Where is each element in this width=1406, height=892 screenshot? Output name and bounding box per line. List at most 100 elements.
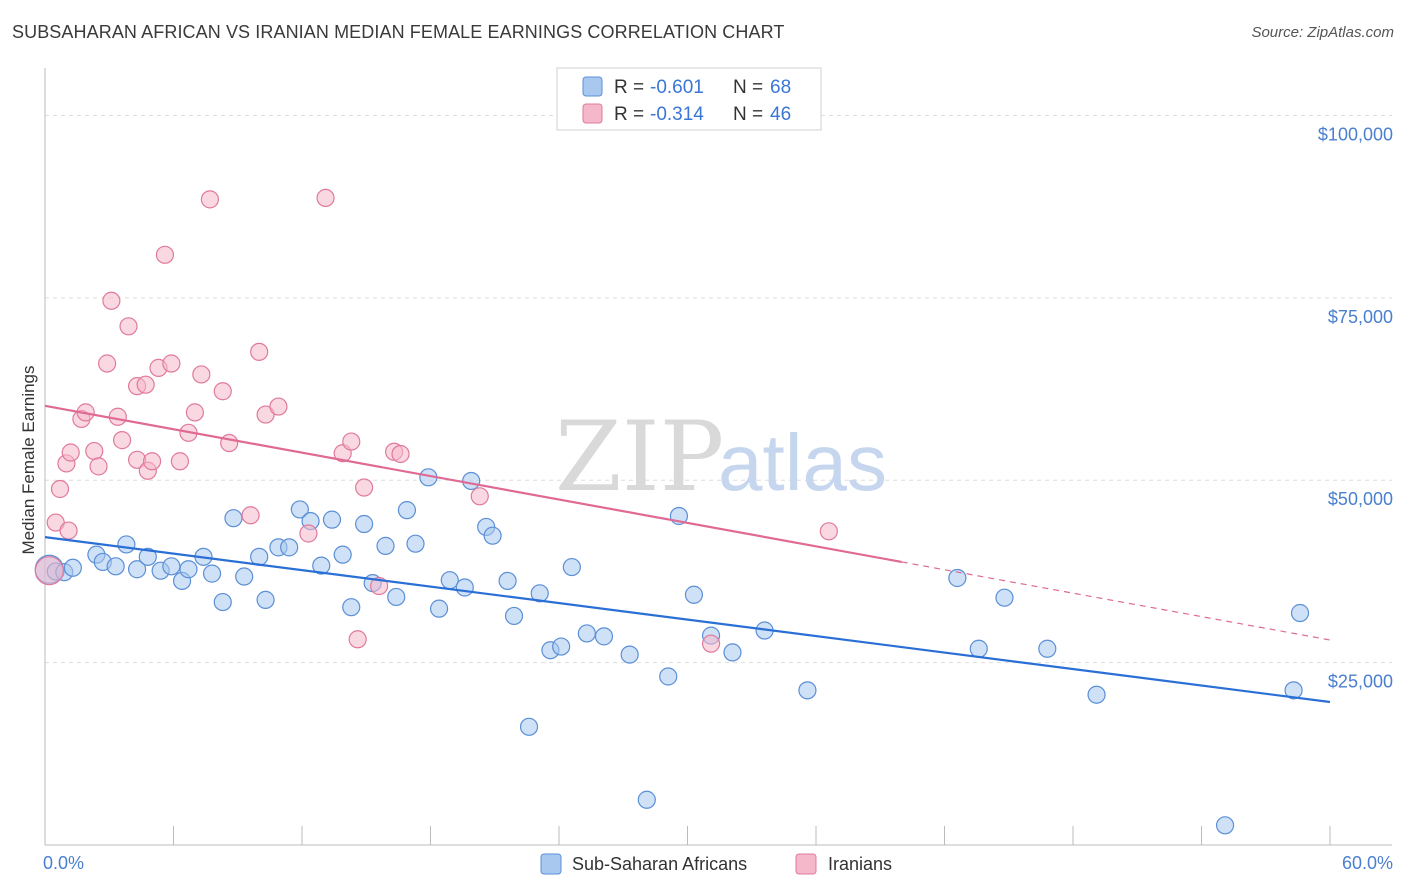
iranians-point-17 xyxy=(136,375,155,394)
sub-saharan-point-50 xyxy=(594,627,614,646)
sub-saharan-point-22 xyxy=(280,538,299,557)
sub-saharan-point-48 xyxy=(562,557,581,577)
iranians-point-39 xyxy=(355,478,374,497)
sub-saharan-point-31 xyxy=(376,536,395,555)
iranians-point-28 xyxy=(213,382,232,401)
iranians-point-9 xyxy=(89,457,108,476)
iranians-point-45 xyxy=(819,522,838,541)
sub-saharan-point-6 xyxy=(106,557,125,576)
iranians-point-10 xyxy=(98,354,117,373)
sub-saharan-point-9 xyxy=(138,547,157,566)
legend-r-label-1: R = xyxy=(614,77,644,98)
sub-saharan-point-15 xyxy=(202,564,222,583)
sub-saharan-point-51 xyxy=(620,645,639,664)
legend-n-value-2: 46 xyxy=(770,104,791,125)
sub-saharan-point-53 xyxy=(659,667,678,686)
watermark-zip: ZIP xyxy=(555,401,724,513)
bottom-legend-label-pink: Iranians xyxy=(828,854,892,874)
iranians-point-21 xyxy=(155,245,175,264)
iranians-point-25 xyxy=(185,403,205,422)
sub-saharan-point-52 xyxy=(637,790,656,809)
iranians-point-38 xyxy=(348,630,367,649)
sub-saharan-point-62 xyxy=(995,588,1014,607)
iranians-point-8 xyxy=(85,441,104,461)
iranians-point-27 xyxy=(200,190,220,209)
axes xyxy=(44,68,1392,846)
sub-saharan-point-11 xyxy=(162,557,181,576)
iranians-point-11 xyxy=(102,291,121,310)
legend-n-value-1: 68 xyxy=(770,77,791,98)
legend-swatch-blue xyxy=(582,76,603,97)
trend-line-iranians-extension xyxy=(901,561,1331,641)
sub-saharan-point-39 xyxy=(462,471,481,491)
sub-saharan-point-27 xyxy=(333,545,352,564)
iranians-point-19 xyxy=(142,452,162,471)
legend-swatch-pink xyxy=(582,103,603,124)
iranians-point-13 xyxy=(112,431,132,450)
sub-saharan-point-29 xyxy=(355,514,374,534)
sub-saharan-point-23 xyxy=(290,500,309,519)
sub-saharan-point-61 xyxy=(969,639,988,658)
iranians-point-1 xyxy=(46,513,65,532)
iranians-point-5 xyxy=(61,443,80,462)
sub-saharan-point-18 xyxy=(235,567,254,586)
y-tick-label-2: $75,000 xyxy=(1328,307,1393,327)
legend-r-value-1: -0.601 xyxy=(650,77,704,98)
iranians-point-23 xyxy=(170,452,190,471)
legend-n-label-1: N = xyxy=(733,77,763,98)
bottom-legend-swatch-blue xyxy=(540,853,562,875)
sub-saharan-point-57 xyxy=(723,643,742,662)
x-tick-label-1: 60.0% xyxy=(1342,853,1393,873)
sub-saharan-point-7 xyxy=(117,535,136,554)
iranians-point-0 xyxy=(34,556,64,586)
iranians-point-43 xyxy=(470,487,489,506)
legend-r-label-2: R = xyxy=(614,104,644,125)
chart-title: SUBSAHARAN AFRICAN VS IRANIAN MEDIAN FEM… xyxy=(12,22,785,42)
x-tick-label-0: 0.0% xyxy=(43,853,84,873)
iranians-point-35 xyxy=(316,188,335,208)
iranians-point-34 xyxy=(299,524,318,543)
series-sub-saharan-points xyxy=(34,468,1310,835)
sub-saharan-point-60 xyxy=(948,568,967,588)
iranians-point-22 xyxy=(162,354,181,373)
iranians-point-31 xyxy=(250,342,269,361)
sub-saharan-point-38 xyxy=(455,578,474,597)
sub-saharan-point-34 xyxy=(406,534,425,553)
bottom-legend-label-blue: Sub-Saharan Africans xyxy=(572,854,747,874)
sub-saharan-point-3 xyxy=(63,558,82,577)
sub-saharan-point-42 xyxy=(498,571,517,591)
sub-saharan-point-67 xyxy=(1290,603,1310,623)
y-tick-label-0: $25,000 xyxy=(1328,672,1393,692)
sub-saharan-point-66 xyxy=(1284,681,1303,700)
sub-saharan-point-8 xyxy=(127,560,147,579)
x-tick-labels: 0.0% 60.0% xyxy=(43,853,1393,873)
y-tick-labels: $25,000 $50,000 $75,000 $100,000 xyxy=(1318,124,1393,691)
sub-saharan-point-47 xyxy=(552,637,571,656)
sub-saharan-point-13 xyxy=(179,560,198,579)
iranians-point-2 xyxy=(50,479,70,499)
sub-saharan-point-55 xyxy=(684,585,704,604)
sub-saharan-point-26 xyxy=(322,510,342,529)
watermark-atlas: atlas xyxy=(718,418,887,507)
iranians-point-29 xyxy=(220,433,239,453)
sub-saharan-point-36 xyxy=(429,599,449,618)
sub-saharan-point-49 xyxy=(577,624,596,643)
grid xyxy=(45,114,1392,664)
iranians-point-3 xyxy=(59,521,78,540)
sub-saharan-point-41 xyxy=(483,526,502,545)
source-label: Source: ZipAtlas.com xyxy=(1251,24,1394,41)
iranians-point-33 xyxy=(269,397,288,416)
sub-saharan-point-20 xyxy=(256,590,275,609)
iranians-point-42 xyxy=(391,444,410,464)
sub-saharan-point-17 xyxy=(224,509,243,528)
series-iranians-points xyxy=(34,188,838,653)
iranians-point-40 xyxy=(370,576,389,596)
sub-saharan-point-64 xyxy=(1087,685,1106,704)
iranians-point-37 xyxy=(342,432,361,451)
sub-saharan-point-59 xyxy=(798,681,817,700)
legend-n-label-2: N = xyxy=(733,104,763,125)
sub-saharan-point-28 xyxy=(342,598,361,617)
trend-line-sub-saharan xyxy=(44,536,1331,704)
iranians-point-14 xyxy=(119,317,138,336)
